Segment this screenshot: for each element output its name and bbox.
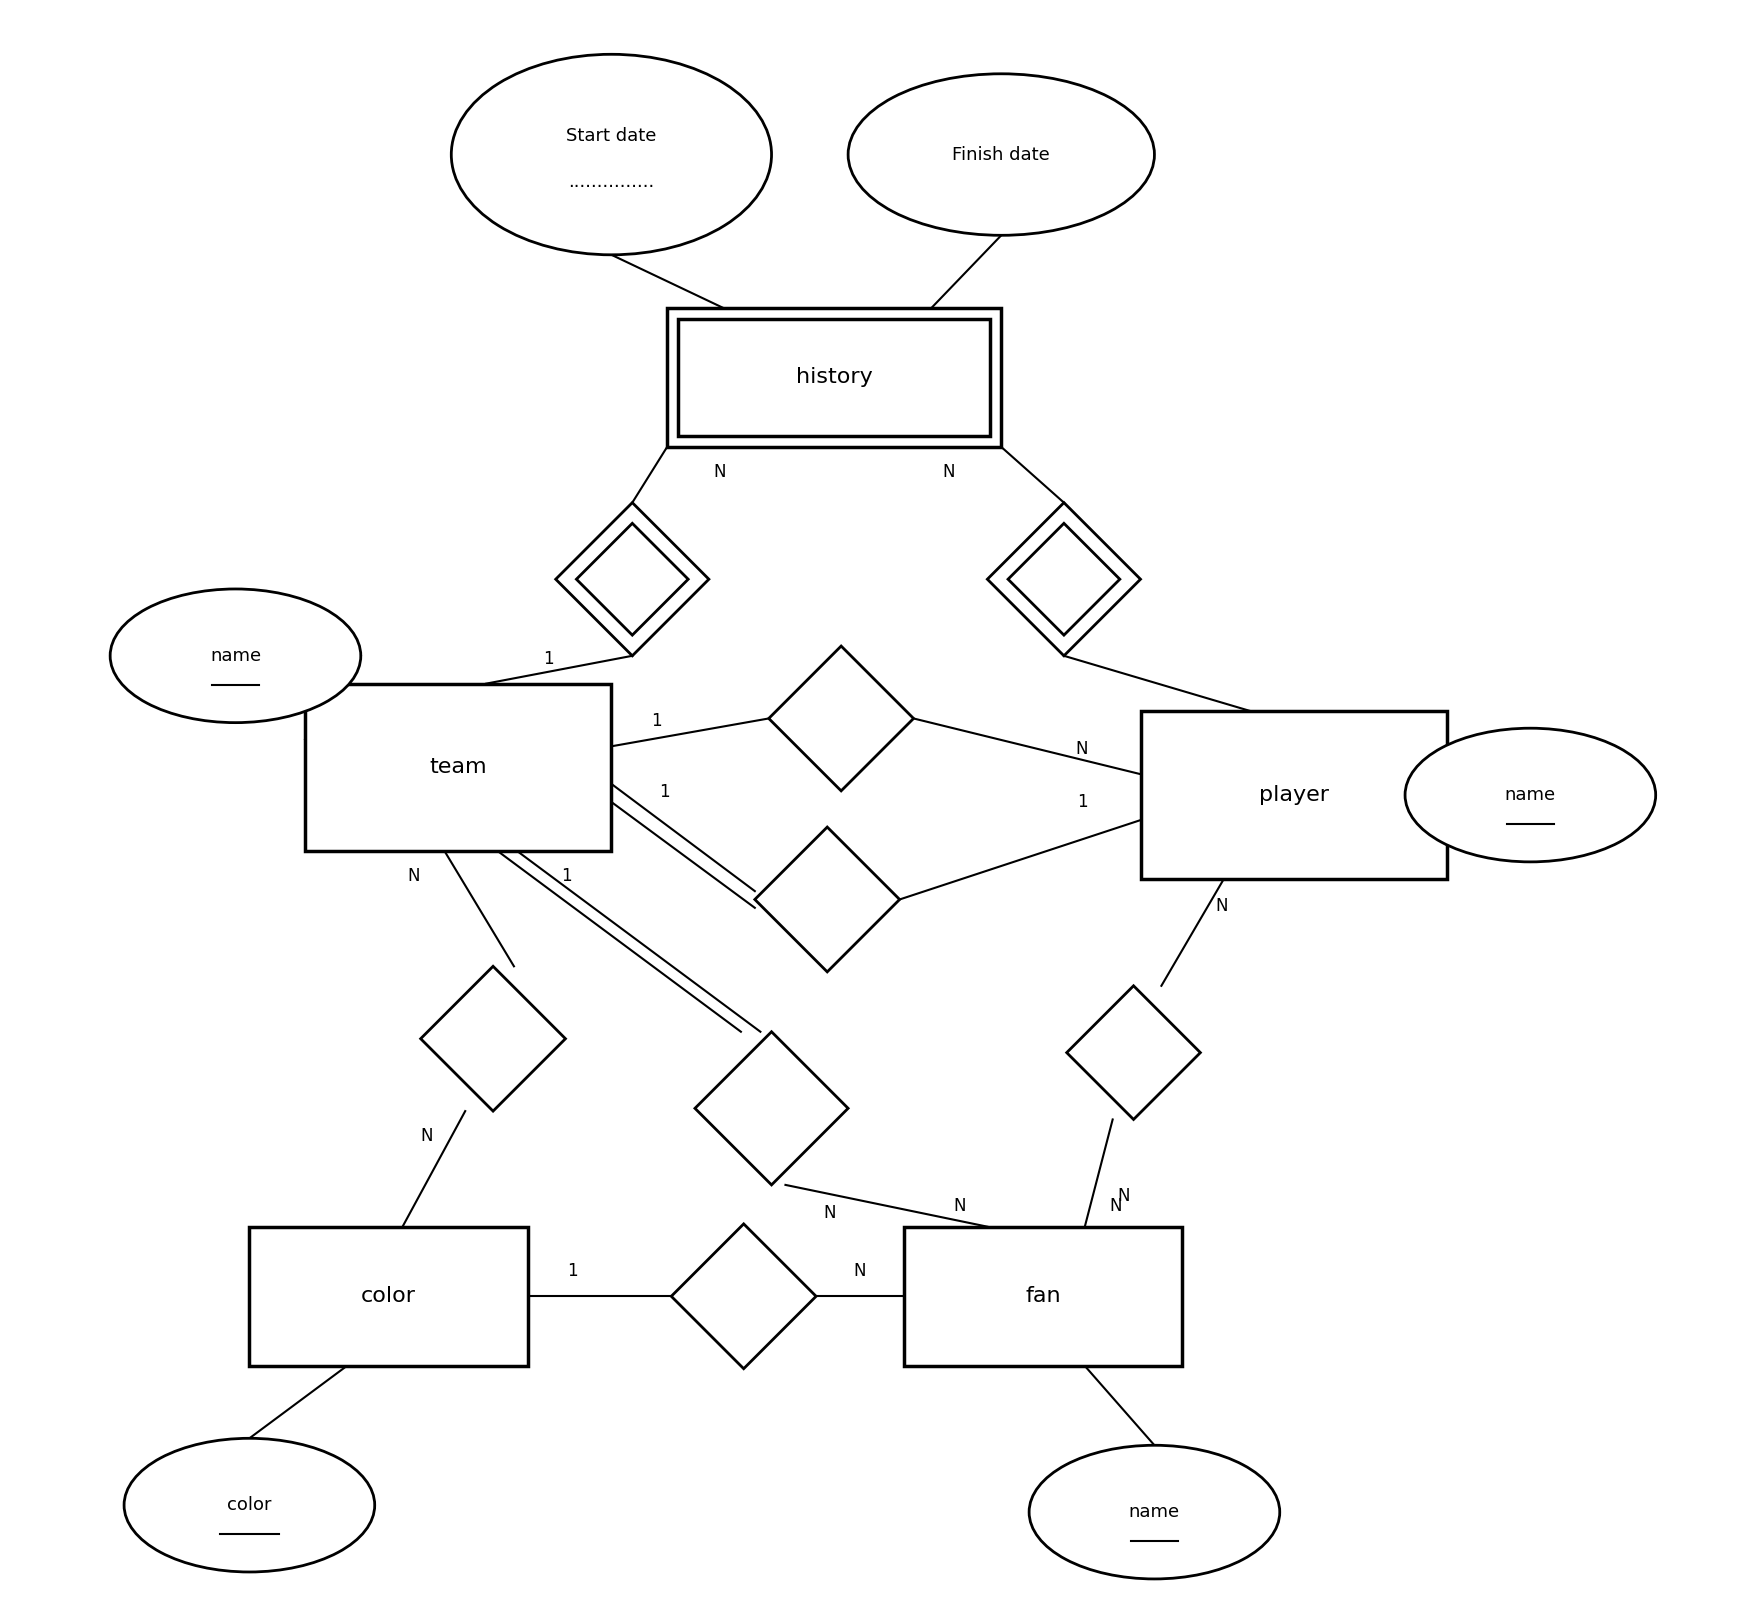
Text: N: N bbox=[853, 1262, 866, 1280]
Polygon shape bbox=[768, 646, 914, 791]
Text: color: color bbox=[228, 1497, 271, 1514]
Text: team: team bbox=[429, 757, 487, 778]
Text: fan: fan bbox=[1025, 1286, 1060, 1306]
Text: name: name bbox=[1505, 786, 1556, 804]
Ellipse shape bbox=[109, 589, 362, 723]
Bar bbox=[306, 683, 612, 850]
Text: ...............: ............... bbox=[568, 173, 655, 191]
Polygon shape bbox=[695, 1031, 848, 1185]
Ellipse shape bbox=[452, 55, 772, 255]
Text: N: N bbox=[421, 1128, 433, 1145]
Ellipse shape bbox=[1404, 728, 1656, 861]
Bar bbox=[249, 1227, 528, 1367]
Ellipse shape bbox=[1029, 1445, 1279, 1578]
Text: N: N bbox=[824, 1203, 836, 1222]
Text: name: name bbox=[210, 646, 261, 664]
Text: N: N bbox=[942, 464, 954, 481]
Bar bbox=[678, 319, 991, 436]
Text: color: color bbox=[362, 1286, 415, 1306]
Text: N: N bbox=[952, 1197, 966, 1214]
Text: N: N bbox=[1118, 1187, 1130, 1205]
Text: history: history bbox=[796, 367, 872, 387]
Text: Start date: Start date bbox=[567, 127, 657, 146]
Bar bbox=[667, 308, 1001, 448]
Text: N: N bbox=[407, 866, 421, 885]
Text: 1: 1 bbox=[659, 783, 669, 802]
Text: N: N bbox=[1076, 739, 1088, 759]
Polygon shape bbox=[987, 502, 1140, 656]
Polygon shape bbox=[421, 966, 565, 1112]
Text: Finish date: Finish date bbox=[952, 146, 1050, 164]
Text: 1: 1 bbox=[561, 866, 572, 885]
Polygon shape bbox=[1067, 986, 1201, 1120]
Ellipse shape bbox=[848, 74, 1154, 236]
Text: name: name bbox=[1130, 1503, 1180, 1521]
Bar bbox=[904, 1227, 1182, 1367]
Text: N: N bbox=[714, 464, 726, 481]
Bar bbox=[1140, 712, 1446, 879]
Text: 1: 1 bbox=[1078, 792, 1088, 812]
Polygon shape bbox=[556, 502, 709, 656]
Text: 1: 1 bbox=[650, 712, 660, 730]
Text: player: player bbox=[1258, 784, 1328, 805]
Text: N: N bbox=[1109, 1197, 1121, 1214]
Text: N: N bbox=[1215, 897, 1227, 916]
Text: 1: 1 bbox=[567, 1262, 577, 1280]
Ellipse shape bbox=[123, 1439, 375, 1572]
Polygon shape bbox=[671, 1224, 817, 1368]
Text: 1: 1 bbox=[544, 650, 554, 667]
Polygon shape bbox=[754, 828, 900, 972]
